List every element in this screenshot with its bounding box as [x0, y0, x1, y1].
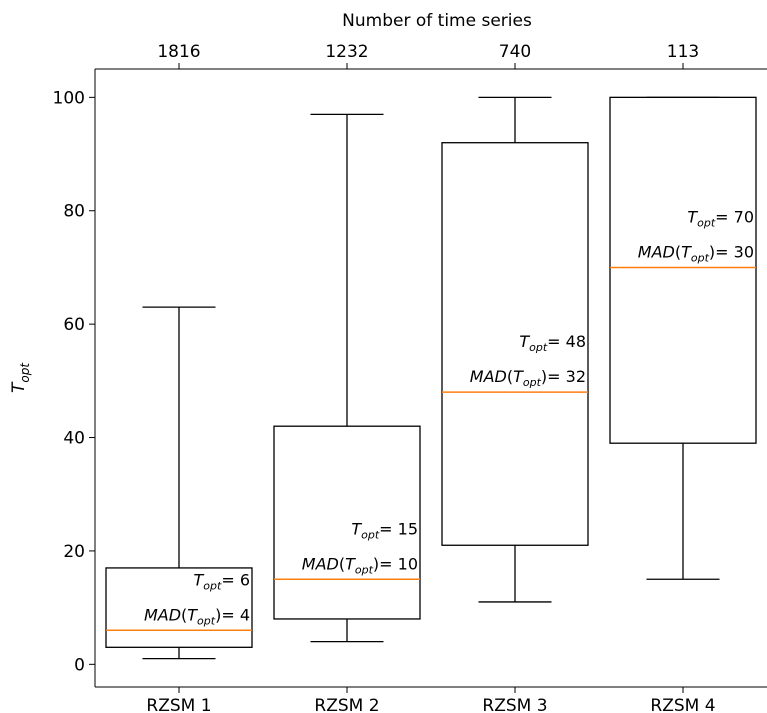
box-iqr [273, 425, 421, 620]
top-tick-label: 1816 [157, 42, 200, 62]
top-tick-label: 1232 [325, 42, 368, 62]
y-tick-label: 20 [63, 542, 85, 562]
top-axis-title: Number of time series [342, 11, 532, 31]
mad-annotation: MAD(Topt)= 32 [470, 367, 586, 389]
svg-text:Topt: Topt [9, 362, 32, 393]
y-tick-label: 40 [63, 429, 85, 449]
box-iqr [441, 142, 589, 546]
box-group [273, 113, 421, 643]
y-axis-title-main: T [9, 381, 29, 393]
mad-annotation: MAD(Topt)= 30 [638, 242, 754, 264]
x-tick-label: RZSM 4 [650, 696, 715, 713]
box-iqr [105, 567, 253, 648]
y-tick-label: 60 [63, 315, 85, 335]
y-tick-label: 0 [74, 655, 85, 675]
top-tick-label: 113 [667, 42, 699, 62]
top-tick-label: 740 [499, 42, 531, 62]
box-group [609, 96, 757, 580]
box-iqr [609, 96, 757, 444]
topt-annotation: Topt= 15 [351, 519, 418, 541]
topt-annotation: Topt= 70 [687, 207, 754, 229]
box-group [441, 96, 589, 603]
y-axis-title: Topt [9, 362, 32, 393]
topt-annotation: Topt= 6 [194, 570, 250, 592]
y-tick-label: 100 [53, 88, 85, 108]
box-group [105, 306, 253, 660]
x-tick-label: RZSM 2 [314, 696, 379, 713]
y-axis-title-sub: opt [18, 362, 32, 383]
topt-annotation: Topt= 48 [519, 332, 586, 354]
x-tick-label: RZSM 1 [146, 696, 211, 713]
mad-annotation: MAD(Topt)= 10 [302, 554, 418, 576]
y-tick-label: 80 [63, 202, 85, 222]
mad-annotation: MAD(Topt)= 4 [144, 605, 250, 627]
x-tick-label: RZSM 3 [482, 696, 547, 713]
